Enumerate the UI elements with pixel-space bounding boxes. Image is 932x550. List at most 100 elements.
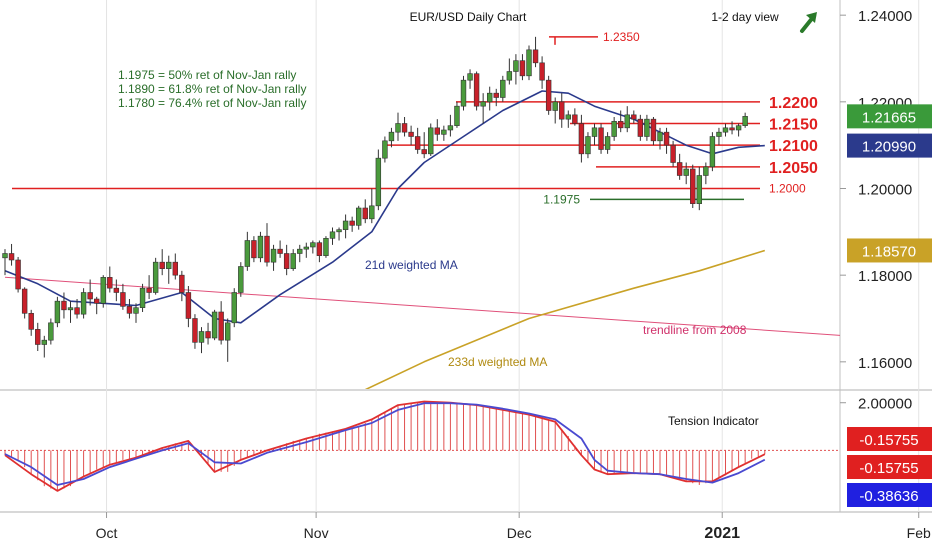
level-label-2: 1.2150 — [769, 117, 818, 134]
candle-body-16 — [107, 277, 113, 289]
candle-body-52 — [342, 220, 349, 230]
level-label-1: 1.2200 — [769, 95, 818, 112]
trendline-label: trendline from 2008 — [643, 323, 747, 337]
candle-body-4 — [28, 312, 34, 330]
candle-body-39 — [257, 235, 264, 259]
view-label: 1-2 day view — [711, 10, 779, 24]
candle-body-85 — [559, 101, 565, 120]
candle-body-101 — [663, 131, 670, 146]
candle-body-74 — [486, 92, 493, 103]
indicator-badge-label-1: -0.15755 — [859, 460, 918, 477]
x-tick-label-2: Dec — [507, 525, 532, 541]
candle-body-75 — [493, 92, 499, 98]
time-axis: OctNovDec2021FebMar — [96, 512, 931, 542]
candle-body-54 — [355, 207, 362, 226]
retracement-618-note: 1.1890 = 61.8% ret of Nov-Jan rally — [118, 82, 306, 96]
candle-body-1 — [8, 253, 15, 261]
candle-body-26 — [172, 261, 178, 276]
candle-body-22 — [146, 287, 152, 293]
candle-body-45 — [297, 248, 303, 254]
candle-body-78 — [513, 60, 519, 72]
candle-body-6 — [41, 339, 48, 345]
level-label-3: 1.2100 — [769, 138, 818, 155]
candle-body-62 — [408, 131, 414, 137]
candle-body-97 — [637, 118, 644, 137]
candle-body-3 — [21, 288, 28, 314]
up-arrow-icon — [800, 12, 817, 33]
candle-body-55 — [362, 207, 368, 220]
candle-body-70 — [460, 79, 467, 107]
candle-body-67 — [441, 129, 447, 135]
gridlines — [106, 0, 920, 512]
y-tick-label-0: 1.24000 — [858, 8, 912, 25]
candle-body-60 — [395, 123, 401, 133]
price-badge-label-1: 1.20990 — [862, 139, 916, 156]
candle-body-68 — [447, 125, 454, 131]
candle-body-35 — [231, 292, 237, 324]
candle-body-42 — [277, 248, 283, 254]
indicator-badge-0 — [847, 427, 932, 451]
candle-body-17 — [113, 287, 120, 293]
candle-body-66 — [434, 127, 440, 135]
candle-body-2 — [15, 259, 21, 290]
candle-body-104 — [683, 168, 689, 176]
tension-indicator-label: Tension Indicator — [668, 414, 759, 428]
candle-body-90 — [591, 127, 598, 137]
candle-body-58 — [382, 140, 388, 159]
indicator-badge-label-0: -0.15755 — [859, 432, 918, 449]
candle-body-107 — [703, 166, 709, 176]
ma233-label: 233d weighted MA — [448, 355, 547, 369]
candle-body-103 — [676, 162, 683, 176]
candle-body-51 — [336, 229, 342, 233]
candle-body-87 — [572, 114, 578, 124]
trendline-2008 — [4, 276, 840, 336]
candle-body-88 — [578, 123, 585, 155]
indicator-badge-label-2: -0.38636 — [859, 488, 918, 505]
x-tick-label-1: Nov — [304, 525, 329, 541]
candle-body-57 — [375, 157, 382, 207]
candle-body-15 — [100, 277, 106, 304]
candle-body-30 — [198, 331, 205, 343]
x-tick-label-3: 2021 — [704, 525, 740, 542]
candle-body-92 — [604, 136, 611, 150]
candle-body-109 — [716, 131, 722, 137]
candle-body-23 — [152, 261, 159, 293]
indicator-badge-2 — [847, 483, 932, 507]
candle-body-102 — [670, 144, 676, 163]
candle-body-72 — [473, 73, 480, 107]
candle-body-100 — [657, 131, 663, 142]
candle-body-113 — [742, 116, 748, 126]
candle-body-13 — [87, 292, 93, 300]
candle-body-108 — [709, 136, 716, 168]
candle-body-29 — [192, 318, 198, 343]
candle-body-48 — [316, 242, 323, 256]
chart-title: EUR/USD Daily Chart — [410, 10, 527, 24]
level-label-0: 1.2350 — [603, 30, 640, 44]
retracement-764-note: 1.1780 = 76.4% ret of Nov-Jan rally — [118, 96, 306, 110]
candle-body-32 — [211, 311, 218, 339]
candle-body-105 — [690, 168, 696, 204]
tension-indicator-panel — [0, 400, 840, 492]
candle-body-110 — [722, 127, 729, 133]
candle-body-98 — [644, 118, 650, 137]
candle-body-65 — [428, 127, 434, 155]
candle-body-64 — [421, 149, 427, 155]
candle-body-59 — [388, 131, 395, 142]
candle-body-81 — [532, 49, 539, 64]
candle-body-84 — [552, 101, 558, 111]
candle-body-44 — [290, 253, 296, 269]
candle-body-106 — [696, 175, 703, 204]
candle-body-41 — [270, 248, 277, 263]
candle-body-80 — [526, 49, 532, 77]
candle-body-27 — [179, 274, 185, 293]
candle-body-21 — [139, 287, 146, 308]
candle-body-94 — [617, 121, 624, 129]
candle-body-91 — [598, 127, 604, 150]
price-badge-2 — [847, 238, 932, 263]
candle-body-24 — [159, 261, 165, 269]
candle-body-112 — [735, 125, 742, 131]
candle-body-95 — [624, 114, 630, 129]
retracement-50-note: 1.1975 = 50% ret of Nov-Jan rally — [118, 68, 296, 82]
support-resistance-levels: 1.2350 1.2200 1.2150 1.2100 1.2050 1.2000 1.19… — [12, 30, 818, 206]
